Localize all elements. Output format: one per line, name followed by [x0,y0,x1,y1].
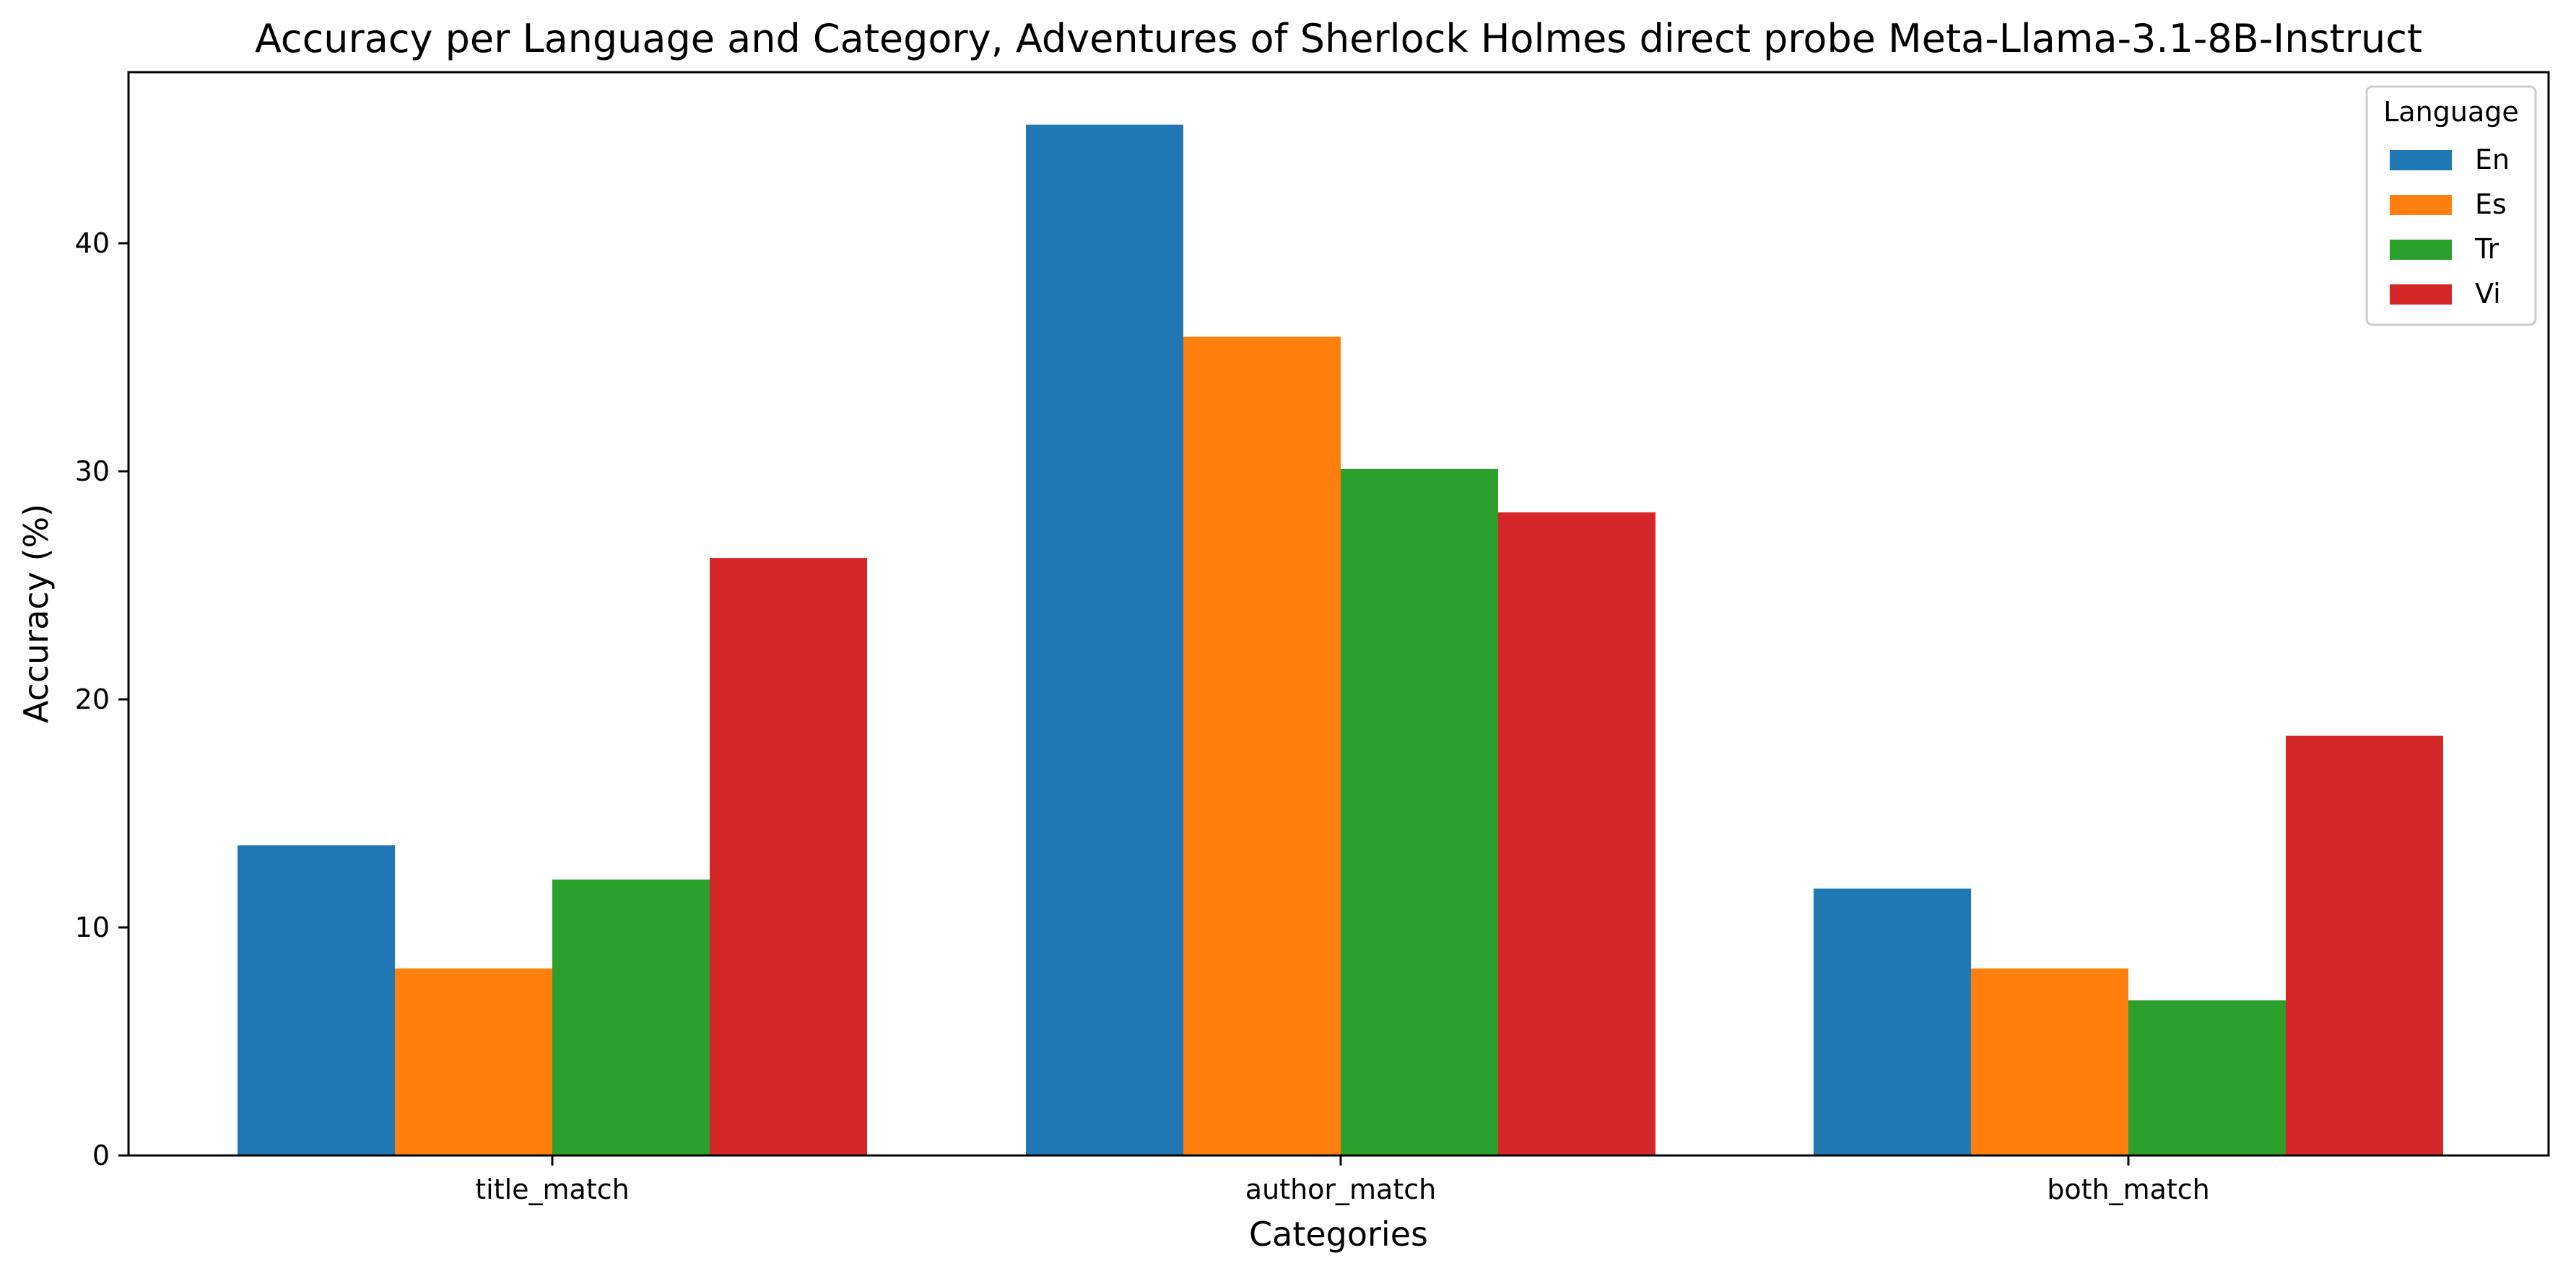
legend-swatch-vi [2390,284,2452,305]
bar-both_match-vi [2286,735,2443,1155]
bar-author_match-vi [1498,512,1655,1155]
bar-title_match-tr [552,879,710,1155]
y-axis: 0 10 20 30 40 [75,227,129,1171]
legend-swatch-es [2390,195,2452,215]
y-tick-label: 40 [75,227,110,259]
y-tick-label: 0 [92,1140,110,1171]
legend-items: En Es Tr Vi [2390,144,2510,310]
bar-title_match-es [395,968,552,1155]
bar-title_match-vi [710,558,867,1155]
x-axis: title_match author_match both_match [475,1155,2210,1205]
legend-swatch-tr [2390,240,2452,260]
legend-label-es: Es [2475,188,2507,220]
x-tick-label: title_match [475,1174,629,1205]
x-tick-label: author_match [1245,1174,1436,1205]
bar-author_match-en [1026,124,1183,1156]
chart-title: Accuracy per Language and Category, Adve… [255,16,2422,61]
legend-label-en: En [2475,144,2510,175]
y-tick-label: 20 [75,683,110,715]
x-tick-label: both_match [2047,1174,2210,1205]
bar-author_match-es [1183,336,1341,1155]
legend-title: Language [2383,96,2519,128]
bars-group [238,124,2443,1156]
legend: Language En Es Tr Vi [2365,85,2537,326]
bar-both_match-en [1814,888,1971,1155]
y-tick-label: 10 [75,912,110,943]
legend-swatch-en [2390,150,2452,170]
bar-both_match-es [1971,968,2128,1155]
bar-title_match-en [238,845,395,1155]
x-axis-label: Categories [1249,1215,1428,1254]
plot-frame [127,71,2550,1157]
legend-label-vi: Vi [2475,278,2501,310]
bar-both_match-tr [2128,1000,2286,1155]
y-axis-label: Accuracy (%) [17,504,56,723]
legend-label-tr: Tr [2474,233,2499,265]
y-tick-label: 30 [75,455,110,487]
bar-author_match-tr [1341,468,1498,1155]
